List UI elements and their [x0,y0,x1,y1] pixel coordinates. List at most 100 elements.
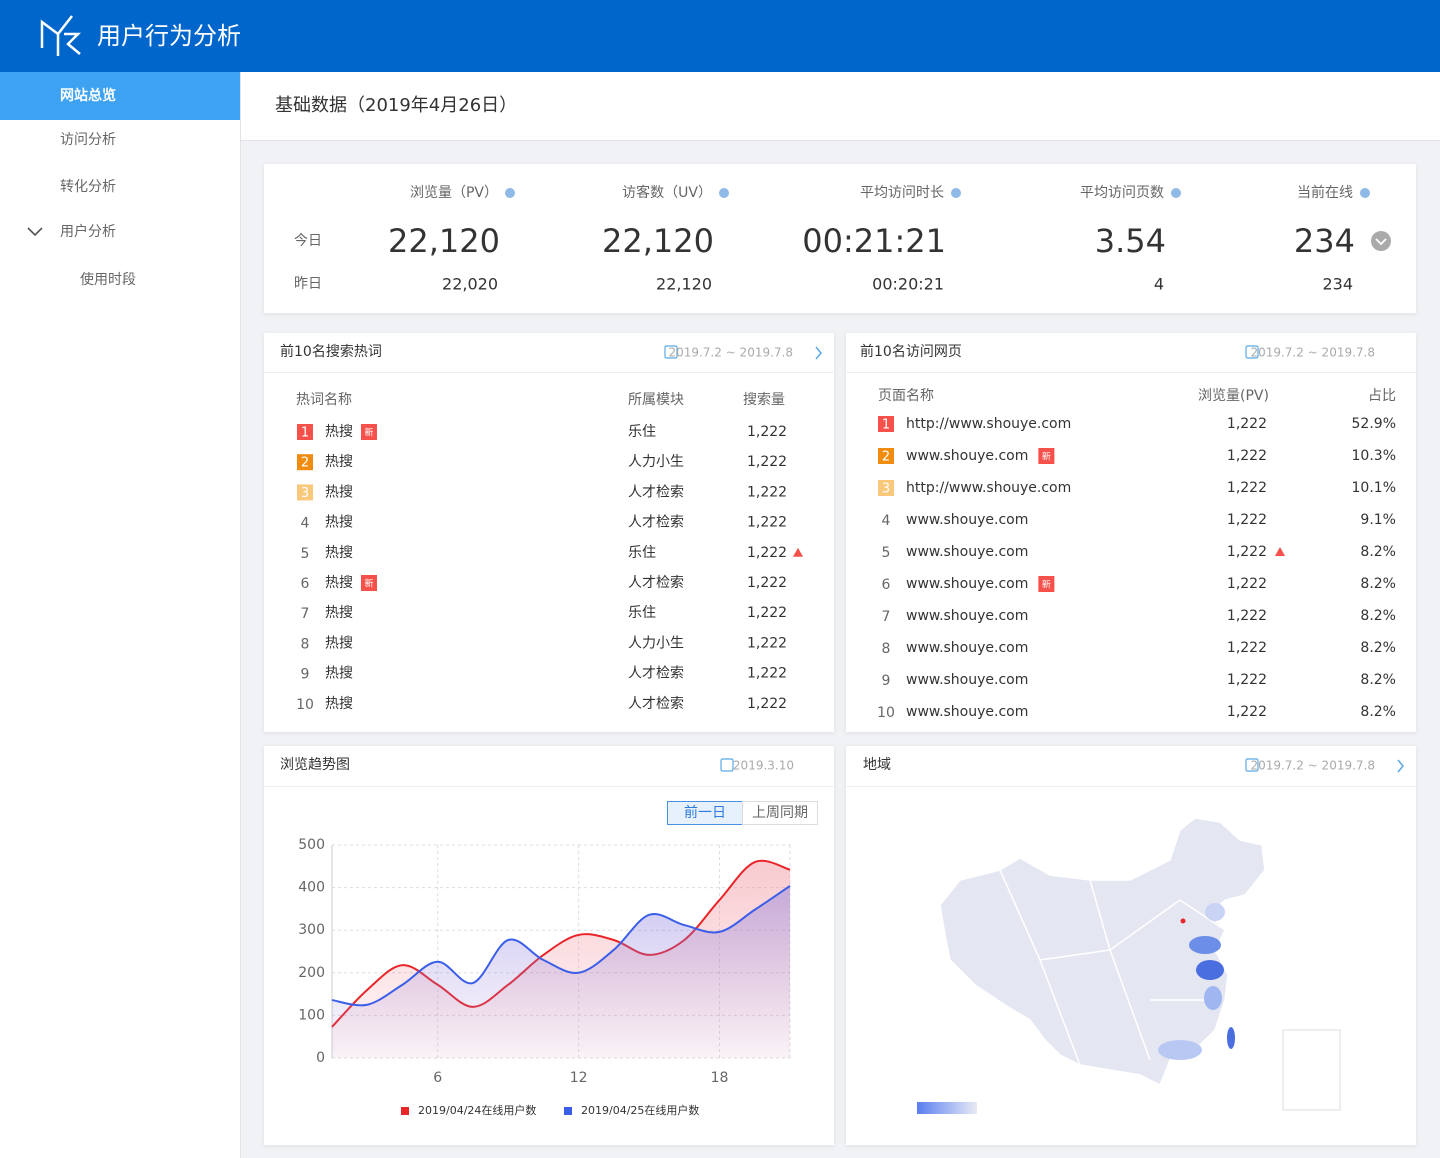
card-title: 前10名搜索热词 [280,343,382,360]
region-low[interactable] [1205,903,1225,921]
legend-label[interactable]: 2019/04/25在线用户数 [581,1103,699,1117]
share: 10.1% [1352,480,1396,496]
help-icon[interactable] [1171,188,1181,198]
nav-item[interactable]: 网站总览 [60,87,116,104]
url[interactable]: www.shouye.com [906,576,1028,592]
word: 热搜 [325,666,353,682]
pv: 1,222 [1227,640,1267,656]
count: 1,222 [747,575,787,591]
region-mid[interactable] [1158,1040,1202,1060]
count: 1,222 [747,515,787,531]
module: 人力小生 [628,454,684,470]
url[interactable]: www.shouye.com [906,608,1028,624]
word: 热搜 [325,424,353,440]
rank: 8 [882,641,891,657]
new-tag-label: 新 [1042,451,1051,463]
tab[interactable] [742,801,818,825]
col-header: 页面名称 [878,388,934,404]
date[interactable]: 2019.3.10 [733,759,794,773]
url[interactable]: www.shouye.com [906,544,1028,560]
tab-label[interactable]: 上周同期 [752,805,808,821]
area [332,885,790,1058]
url[interactable]: www.shouye.com [906,672,1028,688]
new-tag [1038,576,1055,592]
x-tick-label: 6 [433,1070,442,1086]
stat-today: 3.54 [1095,222,1166,260]
new-tag [361,575,377,591]
new-tag-label: 新 [364,427,373,439]
legend-label[interactable]: 2019/04/24在线用户数 [418,1103,536,1117]
stat-label: 平均访问页数 [1080,185,1164,201]
card-title: 地域 [863,757,891,773]
rank: 2 [882,450,890,465]
stat-today: 00:21:21 [802,222,946,260]
stat-today: 22,120 [388,222,500,260]
china-map [917,817,1341,1114]
region-high[interactable] [1196,960,1224,980]
count: 1,222 [747,696,787,712]
legend-swatch [401,1107,409,1115]
rank: 4 [882,513,891,529]
help-icon[interactable] [719,188,729,198]
logo [40,15,82,56]
rank: 10 [296,697,314,713]
url[interactable]: www.shouye.com [906,448,1028,464]
next-arrow[interactable] [815,346,822,360]
nav-item[interactable]: 访问分析 [60,132,116,148]
nav-subitem[interactable]: 使用时段 [80,271,136,288]
share: 10.3% [1352,448,1396,464]
dropdown-arrow [1375,238,1387,246]
stat-yesterday: 22,120 [656,275,712,294]
chevron[interactable] [27,227,43,237]
y-tick-label: 400 [298,880,325,896]
word: 热搜 [325,454,353,470]
dropdown-icon[interactable] [1371,231,1391,251]
calendar-icon [720,758,734,772]
rank-badge [297,424,313,440]
help-icon[interactable] [951,188,961,198]
y-tick-label: 300 [298,922,325,938]
rank: 2 [301,456,309,471]
calendar-icon [1245,758,1259,772]
row-label: 今日 [294,233,322,249]
next-arrow[interactable] [1397,759,1404,773]
pv: 1,222 [1227,416,1267,432]
new-tag [1038,448,1055,464]
count: 1,222 [747,424,787,440]
help-icon[interactable] [1360,188,1370,198]
rank: 4 [301,516,310,532]
sidebar-active[interactable] [0,72,240,120]
region-high[interactable] [1227,1027,1235,1049]
tab-label[interactable]: 前一日 [684,804,726,821]
col-header: 占比 [1368,388,1396,404]
module: 人才检索 [628,695,684,712]
line [331,885,791,1007]
share: 8.2% [1360,576,1396,592]
rank: 8 [301,636,310,652]
help-icon[interactable] [505,188,515,198]
url[interactable]: http://www.shouye.com [906,416,1071,432]
date-range[interactable]: 2019.7.2 ~ 2019.7.8 [668,346,793,360]
word: 热搜 [325,696,353,712]
pv: 1,222 [1227,480,1267,496]
share: 8.2% [1360,640,1396,656]
nav-item[interactable]: 转化分析 [60,179,116,195]
count: 1,222 [747,666,787,682]
url[interactable]: www.shouye.com [906,512,1028,528]
row-label: 昨日 [294,276,322,292]
region-mid[interactable] [1204,986,1222,1010]
rank: 5 [301,546,310,562]
pv: 1,222 [1227,672,1267,688]
inset-frame [1282,1029,1341,1111]
rank: 9 [301,667,310,683]
pv: 1,222 [1227,576,1267,592]
url[interactable]: www.shouye.com [906,640,1028,656]
date-range[interactable]: 2019.7.2 ~ 2019.7.8 [1250,759,1375,773]
rank: 10 [877,705,895,721]
url[interactable]: www.shouye.com [906,704,1028,720]
date-range[interactable]: 2019.7.2 ~ 2019.7.8 [1250,346,1375,360]
pv: 1,222 [1227,512,1267,528]
url[interactable]: http://www.shouye.com [906,480,1071,496]
region-high[interactable] [1189,936,1221,954]
nav-item[interactable]: 用户分析 [60,223,116,240]
